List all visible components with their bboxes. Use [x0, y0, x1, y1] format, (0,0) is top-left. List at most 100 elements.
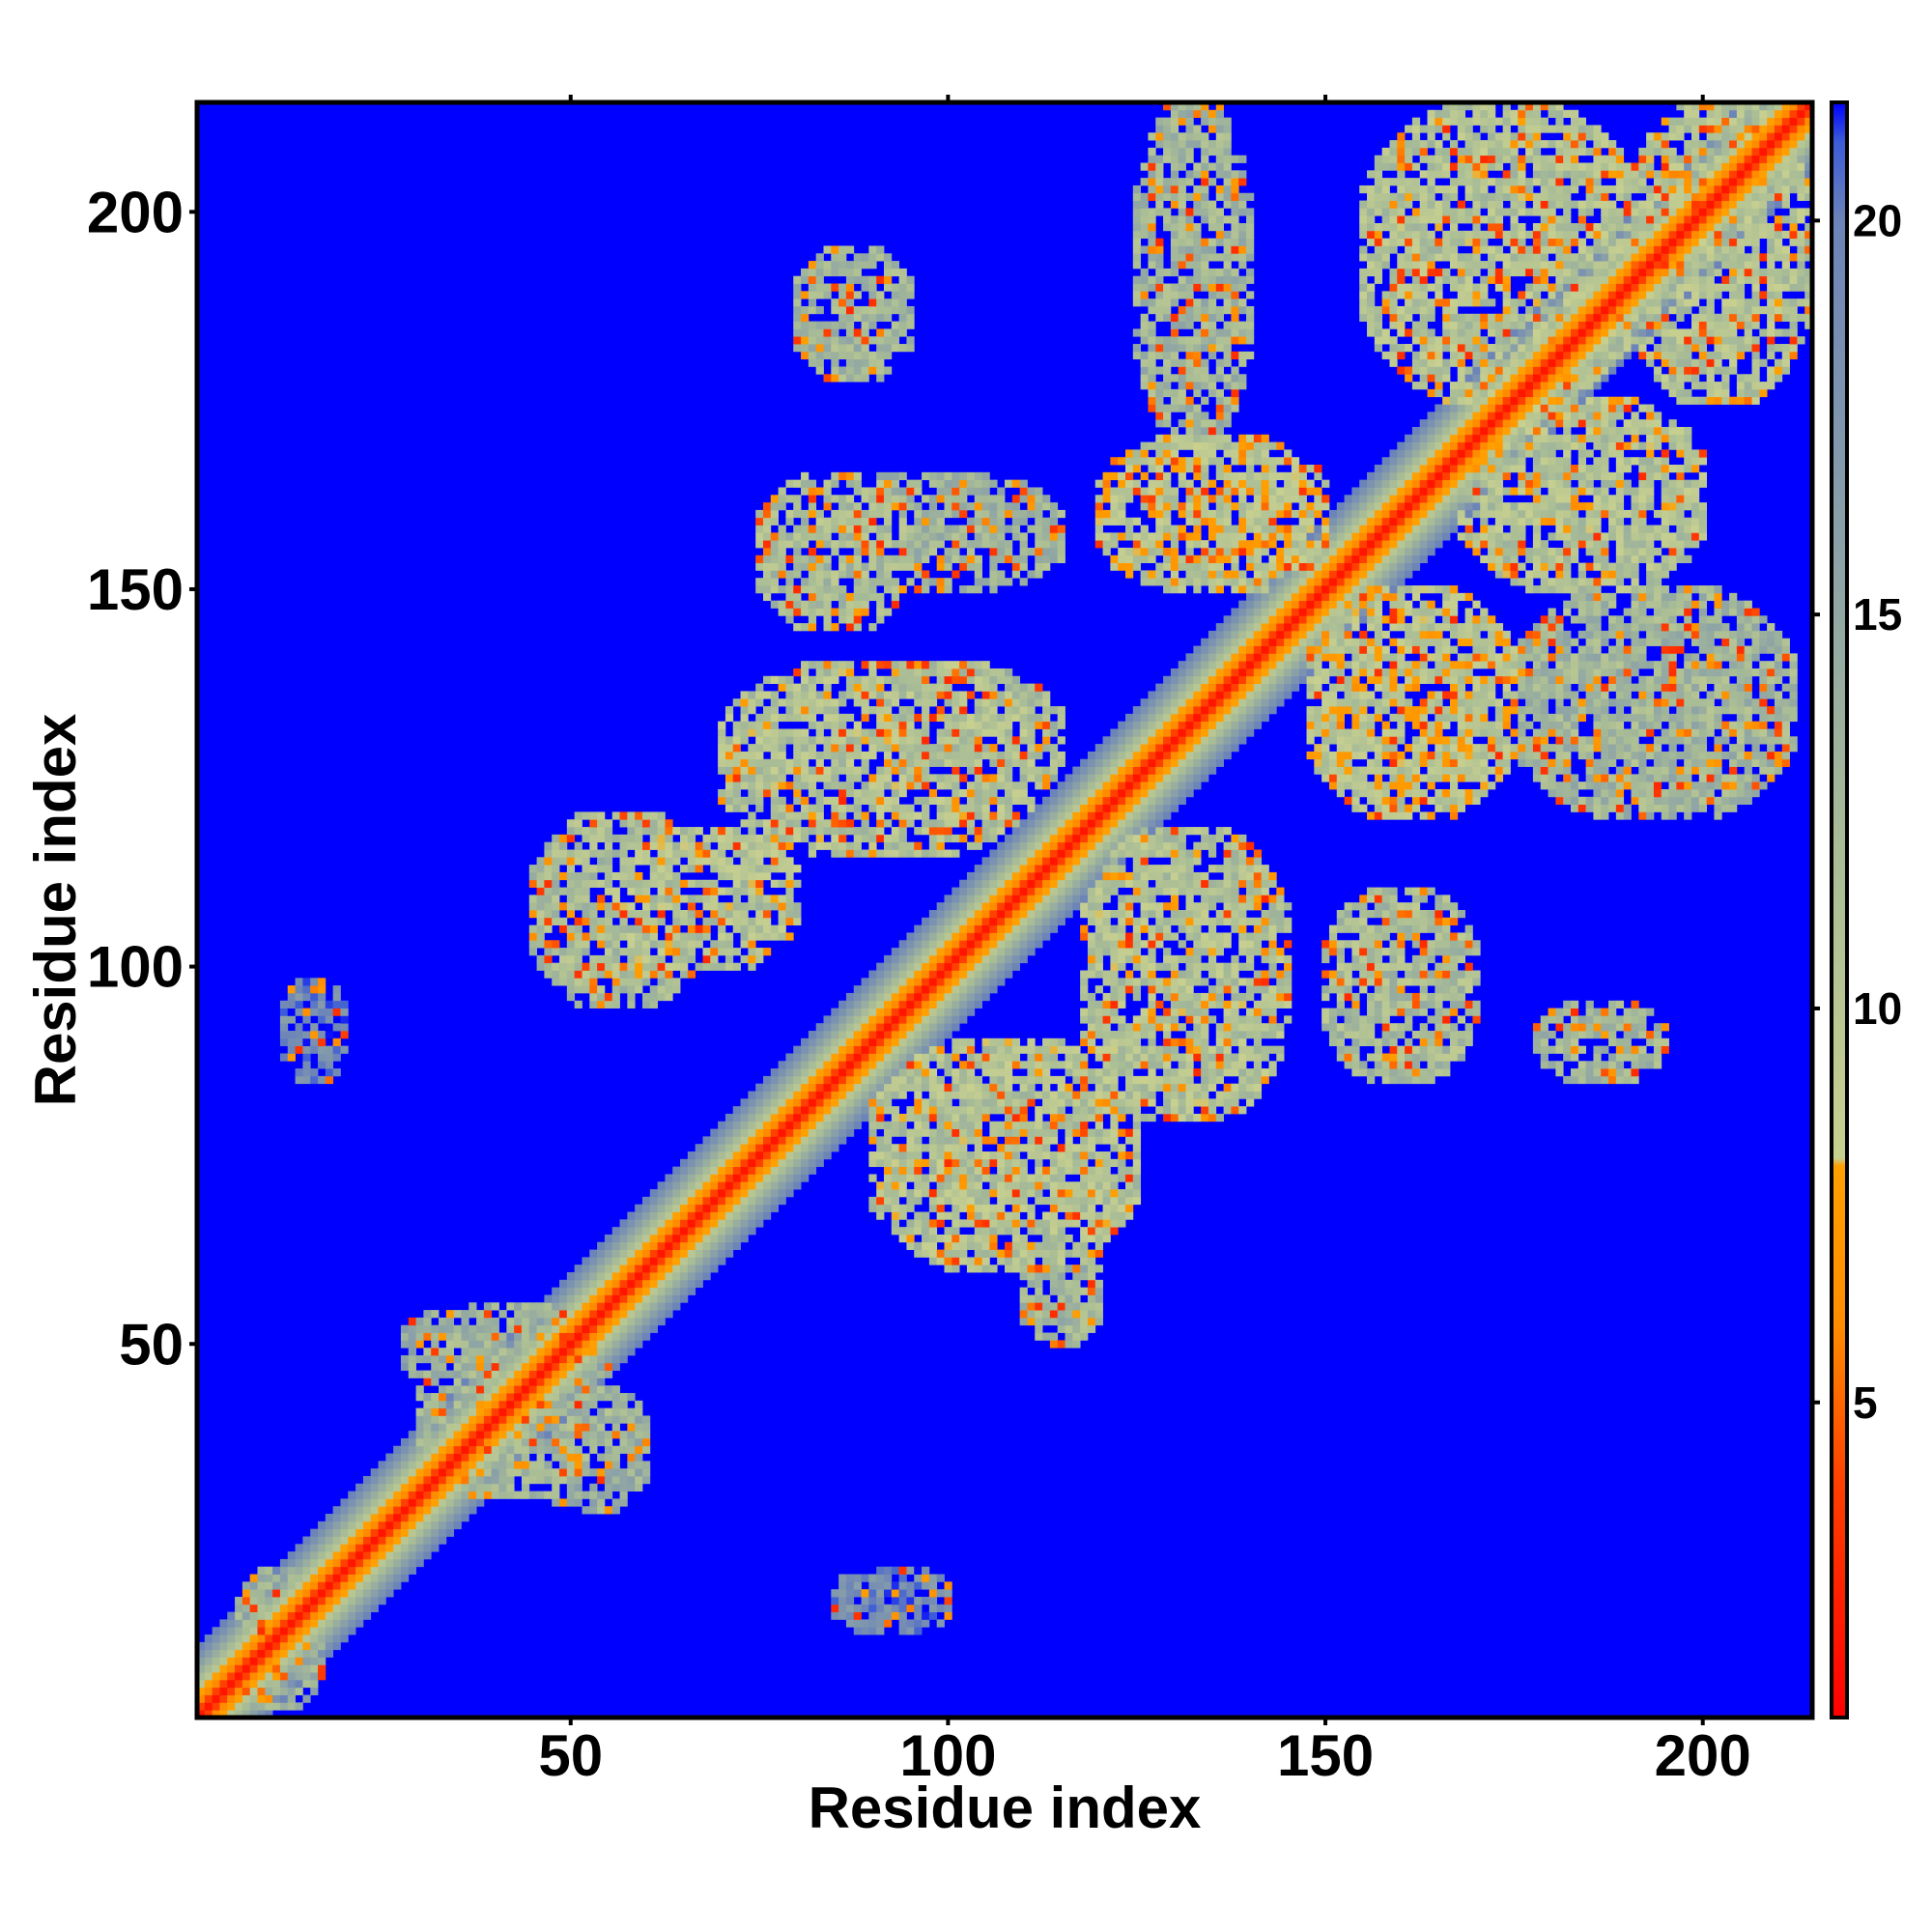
heatmap-cell [566, 962, 576, 971]
heatmap-cell [710, 962, 719, 971]
heatmap-cell [597, 1498, 606, 1507]
heatmap-cell [1005, 1037, 1013, 1047]
heatmap-cell [876, 1158, 885, 1168]
heatmap-cell [710, 954, 719, 964]
heatmap-cell [559, 1407, 568, 1416]
heatmap-cell [853, 849, 862, 858]
heatmap-cell [227, 1619, 236, 1628]
heatmap-cell [748, 1196, 756, 1206]
heatmap-cell [922, 1574, 930, 1582]
heatmap-cell [778, 1061, 786, 1069]
heatmap-cell [997, 827, 1006, 836]
heatmap-cell [310, 1544, 319, 1552]
heatmap-cell [974, 1257, 982, 1265]
heatmap-cell [861, 547, 869, 556]
heatmap-cell [574, 932, 582, 941]
heatmap-cell [740, 1204, 749, 1212]
heatmap-cell [891, 1219, 900, 1228]
heatmap-cell [710, 940, 719, 949]
heatmap-cell [959, 1128, 968, 1137]
heatmap-cell [552, 940, 560, 949]
heatmap-cell [589, 924, 598, 933]
heatmap-cell [318, 1075, 327, 1085]
heatmap-cell [808, 774, 817, 782]
heatmap-cell [952, 834, 960, 843]
heatmap-cell [536, 1302, 545, 1311]
heatmap-cell [641, 940, 651, 949]
heatmap-cell [627, 902, 636, 911]
heatmap-cell [732, 774, 741, 782]
heatmap-cell [883, 313, 893, 322]
heatmap-cell [793, 834, 802, 843]
heatmap-cell [922, 525, 930, 533]
heatmap-cell [445, 1348, 455, 1356]
heatmap-cell [265, 1694, 273, 1703]
heatmap-cell [287, 1574, 296, 1582]
heatmap-cell [838, 728, 847, 737]
heatmap-cell [914, 1166, 923, 1175]
heatmap-cell [257, 1702, 266, 1711]
heatmap-cell [1005, 1113, 1013, 1122]
heatmap-cell [544, 910, 553, 919]
heatmap-cell [853, 1083, 862, 1092]
heatmap-cell [831, 736, 839, 745]
heatmap-cell [801, 691, 810, 699]
heatmap-cell [197, 1687, 206, 1695]
heatmap-cell [604, 1385, 613, 1394]
heatmap-cell [997, 865, 1006, 873]
heatmap-cell [997, 804, 1006, 812]
heatmap-cell [928, 1604, 938, 1613]
heatmap-cell [514, 1491, 523, 1499]
heatmap-cell [944, 970, 952, 979]
heatmap-cell [785, 479, 794, 488]
heatmap-cell [627, 1317, 636, 1326]
heatmap-cell [914, 1604, 923, 1613]
heatmap-cell [318, 1008, 327, 1016]
heatmap-cell [831, 1045, 839, 1054]
heatmap-cell [959, 1144, 968, 1152]
heatmap-cell [641, 1431, 651, 1439]
heatmap-cell [778, 608, 786, 616]
heatmap-cell [801, 1083, 810, 1092]
heatmap-cell [966, 970, 976, 979]
heatmap-cell [891, 1189, 900, 1198]
heatmap-cell [762, 917, 772, 926]
heatmap-cell [249, 1581, 258, 1590]
heatmap-cell [732, 879, 741, 888]
heatmap-cell [914, 1241, 923, 1250]
heatmap-cell [778, 1144, 786, 1152]
heatmap-cell [378, 1536, 386, 1545]
heatmap-cell [883, 1136, 893, 1145]
heatmap-cell [936, 1189, 945, 1198]
heatmap-cell [1011, 1249, 1021, 1258]
heatmap-cell [272, 1581, 281, 1590]
heatmap-cell [989, 1211, 998, 1220]
heatmap-cell [415, 1528, 424, 1537]
heatmap-cell [959, 1000, 968, 1009]
heatmap-cell [845, 328, 855, 337]
heatmap-cell [619, 1348, 628, 1356]
heatmap-cell [498, 1437, 507, 1447]
heatmap-cell [559, 917, 568, 926]
heatmap-cell [370, 1468, 379, 1477]
heatmap-cell [506, 1453, 515, 1462]
heatmap-cell [370, 1566, 379, 1575]
heatmap-cell [227, 1694, 236, 1703]
heatmap-cell [914, 683, 923, 692]
heatmap-cell [815, 728, 824, 737]
heatmap-cell [876, 713, 885, 723]
heatmap-cell [898, 1091, 907, 1099]
heatmap-cell [922, 1566, 930, 1575]
heatmap-cell [566, 1415, 576, 1424]
heatmap-cell [801, 1151, 810, 1160]
heatmap-cell [981, 940, 990, 949]
heatmap-cell [906, 691, 915, 699]
heatmap-cell [287, 1604, 296, 1613]
heatmap-cell [748, 781, 756, 790]
heatmap-cell [491, 1423, 499, 1432]
heatmap-cell [332, 1634, 341, 1643]
heatmap-cell [891, 283, 900, 292]
heatmap-cell [778, 819, 786, 828]
heatmap-cell [997, 1037, 1006, 1047]
heatmap-cell [966, 788, 976, 798]
